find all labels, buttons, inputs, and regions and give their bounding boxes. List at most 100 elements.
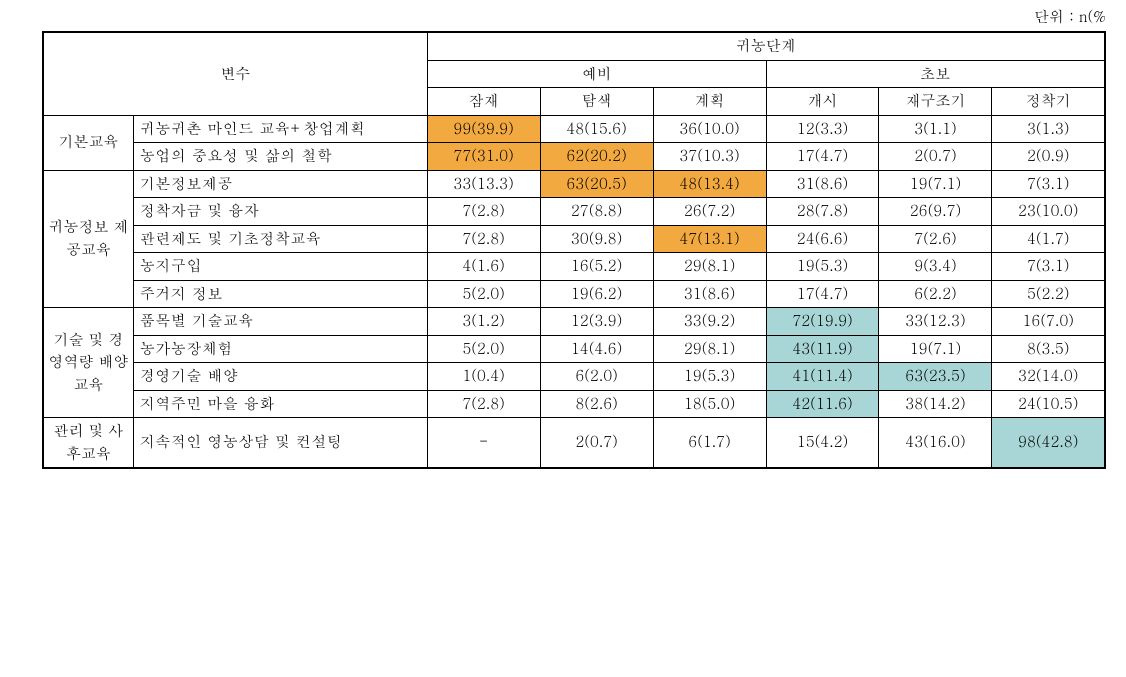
table-row: 귀농정보 제공교육기본정보제공33(13.3)63(20.5)48(13.4)3… <box>43 170 1105 198</box>
data-cell: 7(2.8) <box>427 390 540 418</box>
data-cell: 16(7.0) <box>992 308 1105 336</box>
data-cell: 19(5.3) <box>766 253 879 281</box>
table-row: 농지구입4(1.6)16(5.2)29(8.1)19(5.3)9(3.4)7(3… <box>43 253 1105 281</box>
data-cell: 41(11.4) <box>766 363 879 391</box>
data-cell: 31(8.6) <box>653 280 766 308</box>
row-label: 관련제도 및 기초정착교육 <box>133 225 427 253</box>
data-cell: 77(31.0) <box>427 143 540 171</box>
data-cell: 8(3.5) <box>992 335 1105 363</box>
row-label: 농업의 중요성 및 삶의 철학 <box>133 143 427 171</box>
data-cell: 43(16.0) <box>879 418 992 469</box>
data-cell: 5(2.2) <box>992 280 1105 308</box>
group-label: 기술 및 경영역량 배양 교육 <box>43 308 133 418</box>
data-cell: 27(8.8) <box>540 198 653 226</box>
data-cell: 2(0.7) <box>540 418 653 469</box>
data-cell: 32(14.0) <box>992 363 1105 391</box>
data-cell: 19(7.1) <box>879 335 992 363</box>
data-cell: 12(3.3) <box>766 115 879 143</box>
data-cell: 37(10.3) <box>653 143 766 171</box>
data-cell: 7(2.8) <box>427 198 540 226</box>
header-stage: 귀농단계 <box>427 32 1105 60</box>
header-col-5: 정착기 <box>992 88 1105 116</box>
data-cell: 19(6.2) <box>540 280 653 308</box>
header-col-4: 재구조기 <box>879 88 992 116</box>
header-col-1: 탐색 <box>540 88 653 116</box>
data-cell: 47(13.1) <box>653 225 766 253</box>
data-cell: 18(5.0) <box>653 390 766 418</box>
data-cell: 16(5.2) <box>540 253 653 281</box>
data-cell: 12(3.9) <box>540 308 653 336</box>
table-row: 기술 및 경영역량 배양 교육품목별 기술교육3(1.2)12(3.9)33(9… <box>43 308 1105 336</box>
data-cell: 33(12.3) <box>879 308 992 336</box>
data-table: 변수 귀농단계 예비 초보 잠재 탐색 계획 개시 재구조기 정착기 기본교육귀… <box>42 31 1106 469</box>
data-cell: 43(11.9) <box>766 335 879 363</box>
data-cell: 99(39.9) <box>427 115 540 143</box>
data-cell: 30(9.8) <box>540 225 653 253</box>
row-label: 정착자금 및 융자 <box>133 198 427 226</box>
data-cell: 33(13.3) <box>427 170 540 198</box>
table-body: 기본교육귀농귀촌 마인드 교육+창업계획99(39.9)48(15.6)36(1… <box>43 115 1105 468</box>
row-label: 기본정보제공 <box>133 170 427 198</box>
data-cell: 48(13.4) <box>653 170 766 198</box>
data-cell: 3(1.2) <box>427 308 540 336</box>
data-cell: 26(7.2) <box>653 198 766 226</box>
row-label: 지역주민 마을 융화 <box>133 390 427 418</box>
data-cell: 19(5.3) <box>653 363 766 391</box>
data-cell: 19(7.1) <box>879 170 992 198</box>
data-cell: 24(6.6) <box>766 225 879 253</box>
unit-label: 단위 : n(% <box>42 6 1106 27</box>
data-cell: 31(8.6) <box>766 170 879 198</box>
header-sub-prep: 예비 <box>427 60 766 88</box>
data-cell: 6(2.0) <box>540 363 653 391</box>
table-row: 경영기술 배양1(0.4)6(2.0)19(5.3)41(11.4)63(23.… <box>43 363 1105 391</box>
data-cell: 48(15.6) <box>540 115 653 143</box>
group-label: 기본교육 <box>43 115 133 170</box>
data-cell: 7(3.1) <box>992 253 1105 281</box>
table-row: 농업의 중요성 및 삶의 철학77(31.0)62(20.2)37(10.3)1… <box>43 143 1105 171</box>
data-cell: 8(2.6) <box>540 390 653 418</box>
data-cell: 29(8.1) <box>653 335 766 363</box>
table-row: 주거지 정보5(2.0)19(6.2)31(8.6)17(4.7)6(2.2)5… <box>43 280 1105 308</box>
header-col-2: 계획 <box>653 88 766 116</box>
data-cell: 38(14.2) <box>879 390 992 418</box>
row-label: 지속적인 영농상담 및 컨설팅 <box>133 418 427 469</box>
data-cell: 33(9.2) <box>653 308 766 336</box>
data-cell: 26(9.7) <box>879 198 992 226</box>
data-cell: 6(2.2) <box>879 280 992 308</box>
data-cell: 17(4.7) <box>766 280 879 308</box>
data-cell: 9(3.4) <box>879 253 992 281</box>
table-row: 정착자금 및 융자7(2.8)27(8.8)26(7.2)28(7.8)26(9… <box>43 198 1105 226</box>
data-cell: 36(10.0) <box>653 115 766 143</box>
row-label: 농가농장체험 <box>133 335 427 363</box>
data-cell: 15(4.2) <box>766 418 879 469</box>
row-label: 귀농귀촌 마인드 교육+창업계획 <box>133 115 427 143</box>
data-cell: 42(11.6) <box>766 390 879 418</box>
data-cell: 5(2.0) <box>427 335 540 363</box>
data-cell: 2(0.9) <box>992 143 1105 171</box>
row-label: 농지구입 <box>133 253 427 281</box>
row-label: 주거지 정보 <box>133 280 427 308</box>
table-row: 기본교육귀농귀촌 마인드 교육+창업계획99(39.9)48(15.6)36(1… <box>43 115 1105 143</box>
data-cell: 29(8.1) <box>653 253 766 281</box>
header-sub-begin: 초보 <box>766 60 1105 88</box>
header-col-3: 개시 <box>766 88 879 116</box>
data-cell: 3(1.1) <box>879 115 992 143</box>
data-cell: 98(42.8) <box>992 418 1105 469</box>
data-cell: 28(7.8) <box>766 198 879 226</box>
table-row: 관련제도 및 기초정착교육7(2.8)30(9.8)47(13.1)24(6.6… <box>43 225 1105 253</box>
data-cell: 63(20.5) <box>540 170 653 198</box>
data-cell: 24(10.5) <box>992 390 1105 418</box>
data-cell: 14(4.6) <box>540 335 653 363</box>
table-row: 관리 및 사후교육지속적인 영농상담 및 컨설팅-2(0.7)6(1.7)15(… <box>43 418 1105 469</box>
header-variable: 변수 <box>43 32 427 115</box>
row-label: 경영기술 배양 <box>133 363 427 391</box>
data-cell: 7(2.8) <box>427 225 540 253</box>
data-cell: 17(4.7) <box>766 143 879 171</box>
group-label: 귀농정보 제공교육 <box>43 170 133 308</box>
header-col-0: 잠재 <box>427 88 540 116</box>
data-cell: 3(1.3) <box>992 115 1105 143</box>
data-cell: 72(19.9) <box>766 308 879 336</box>
table-row: 농가농장체험5(2.0)14(4.6)29(8.1)43(11.9)19(7.1… <box>43 335 1105 363</box>
data-cell: 6(1.7) <box>653 418 766 469</box>
data-cell: 2(0.7) <box>879 143 992 171</box>
